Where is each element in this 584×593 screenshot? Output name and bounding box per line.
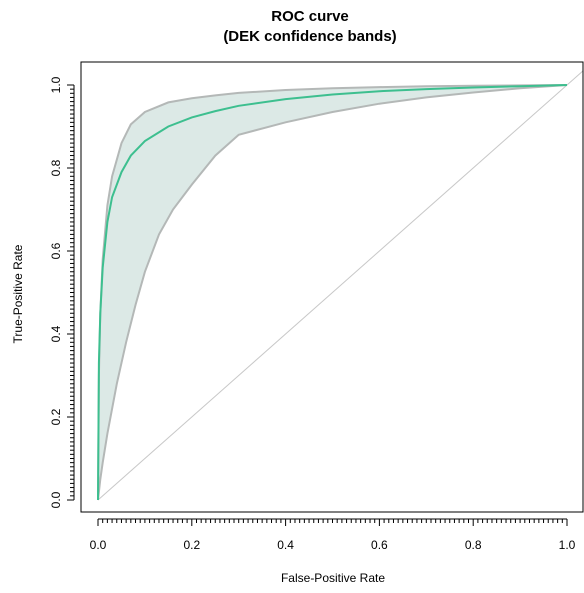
y-tick-label: 0.4 (49, 325, 63, 342)
plot-layer (97, 70, 584, 501)
y-tick-label: 0.2 (49, 408, 63, 425)
axes-layer: 0.0 0.2 0.4 0.6 0.8 1.0 0.0 0.2 0.4 0.6 0.8 1.0 (49, 76, 576, 552)
lower-band-line (97, 84, 568, 501)
y-tick-label: 0.8 (49, 159, 63, 176)
x-tick-label: 0.2 (183, 538, 200, 552)
y-tick-label: 0.0 (49, 491, 63, 508)
chart-subtitle: (DEK confidence bands) (223, 28, 396, 45)
plot-border (80, 61, 584, 513)
x-tick-label: 1.0 (559, 538, 576, 552)
y-axis-label: True-Positive Rate (11, 244, 25, 343)
chance-diagonal (97, 70, 584, 501)
x-tick-label: 0.8 (465, 538, 482, 552)
x-tick-label: 0.0 (90, 538, 107, 552)
x-tick-label: 0.6 (371, 538, 388, 552)
x-tick-label: 0.4 (277, 538, 294, 552)
chart-title: ROC curve (271, 8, 349, 25)
y-tick-label: 1.0 (49, 76, 63, 93)
x-axis-label: False-Positive Rate (281, 571, 385, 585)
confidence-band (98, 85, 567, 500)
y-tick-label: 0.6 (49, 242, 63, 259)
roc-curve-line (97, 84, 568, 501)
